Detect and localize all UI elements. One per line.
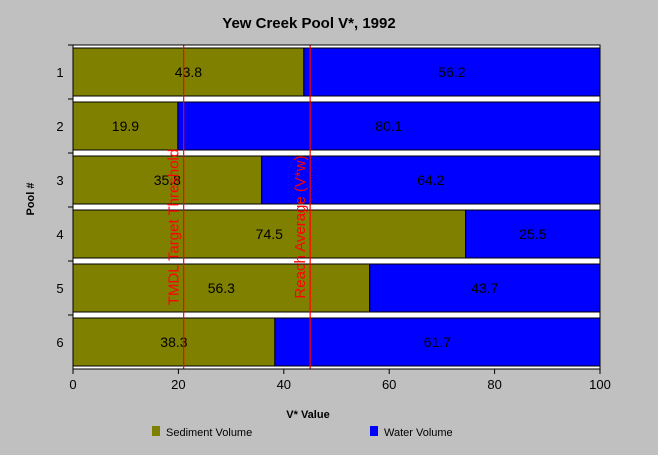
x-tick-label-100: 100 — [589, 377, 611, 392]
chart-title: Yew Creek Pool V*, 1992 — [222, 15, 395, 32]
water-bar-pool-6 — [274, 317, 601, 367]
plot-background — [73, 45, 600, 369]
plot-frame — [72, 44, 601, 370]
reference-line-label-1: TMDL Target Threshold — [166, 149, 183, 305]
water-bar-pool-5 — [369, 263, 601, 313]
legend: Sediment Volume Water Volume — [152, 426, 453, 439]
y-tick-label-1: 1 — [56, 65, 63, 80]
sediment-label-pool-2: 19.9 — [112, 118, 139, 134]
sediment-label-pool-4: 74.5 — [256, 226, 283, 242]
sediment-label-pool-1: 43.8 — [175, 64, 202, 80]
sediment-bar-pool-3 — [72, 155, 263, 205]
legend-label-sediment: Sediment Volume — [166, 427, 252, 439]
water-label-pool-2: 80.1 — [375, 118, 402, 134]
sediment-bar-pool-1 — [72, 47, 305, 97]
water-bar-pool-3 — [261, 155, 601, 205]
y-axis-title: Pool # — [25, 182, 37, 215]
x-tick-label-0: 0 — [69, 377, 76, 392]
y-tick-label-5: 5 — [56, 281, 63, 296]
plot-area: 43.8 56.2 1 19.9 80.1 2 35.8 64.2 3 74.5 25.5 4 56.3… — [56, 44, 611, 392]
y-tick-label-6: 6 — [56, 335, 63, 350]
legend-label-water: Water Volume — [384, 427, 453, 439]
x-axis-title: V* Value — [286, 409, 329, 421]
sediment-bar-pool-4 — [72, 209, 467, 259]
water-bar-pool-1 — [303, 47, 601, 97]
sediment-label-pool-6: 38.3 — [160, 334, 187, 350]
reference-line-label-2: Reach Average (V*w) — [292, 155, 309, 298]
x-tick-label-40: 40 — [277, 377, 291, 392]
water-label-pool-3: 64.2 — [417, 172, 444, 188]
water-bar-pool-4 — [465, 209, 601, 259]
water-label-pool-4: 25.5 — [519, 226, 546, 242]
sediment-bar-pool-2 — [72, 101, 179, 151]
water-label-pool-6: 61.7 — [424, 334, 451, 350]
x-tick-label-80: 80 — [487, 377, 501, 392]
y-tick-label-2: 2 — [56, 119, 63, 134]
sediment-label-pool-5: 56.3 — [208, 280, 235, 296]
water-label-pool-5: 43.7 — [471, 280, 498, 296]
y-tick-label-4: 4 — [56, 227, 63, 242]
y-tick-label-3: 3 — [56, 173, 63, 188]
water-label-pool-1: 56.2 — [438, 64, 465, 80]
legend-swatch-water — [370, 426, 378, 436]
x-tick-label-20: 20 — [171, 377, 185, 392]
water-bar-pool-2 — [177, 101, 601, 151]
legend-swatch-sediment — [152, 426, 160, 436]
sediment-label-pool-3: 35.8 — [154, 172, 181, 188]
x-tick-label-60: 60 — [382, 377, 396, 392]
